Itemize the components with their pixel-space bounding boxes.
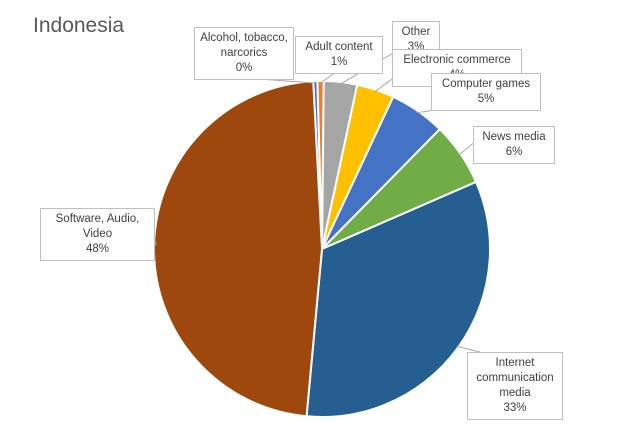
- data-label-name: narcorics: [220, 47, 268, 59]
- data-label-percent: 33%: [503, 402, 527, 414]
- data-label-name: News media: [482, 131, 546, 143]
- data-label-name: media: [499, 387, 531, 399]
- data-label-news-media: News media 6%: [473, 126, 555, 164]
- data-label-name: Internet: [495, 357, 535, 369]
- data-label-percent: 0%: [235, 62, 253, 74]
- data-label-adult-content: Adult content 1%: [295, 36, 383, 74]
- data-label-name: Alcohol, tobacco,: [200, 32, 288, 44]
- data-label-name: Electronic commerce: [403, 54, 511, 66]
- data-label-percent: 5%: [477, 93, 495, 105]
- data-label-internet-communication-media: Internet communication media 33%: [467, 352, 563, 420]
- pie-slice-internet-communication-media: [305, 180, 491, 418]
- data-label-name: Software, Audio,: [55, 213, 140, 225]
- data-label-name: Video: [82, 228, 113, 240]
- data-label-percent: 6%: [505, 146, 523, 158]
- data-label-name: communication: [476, 372, 554, 384]
- leader-line: [456, 345, 481, 353]
- data-label-software-audio-video: Software, Audio, Video 48%: [40, 208, 155, 261]
- data-label-name: Adult content: [305, 41, 373, 53]
- data-label-name: Other: [401, 26, 431, 38]
- pie-slice-software-audio-video: [153, 80, 324, 418]
- data-label-percent: 48%: [85, 243, 110, 255]
- leader-line: [154, 238, 157, 246]
- data-label-computer-games: Computer games 5%: [431, 73, 541, 111]
- data-label-alcohol-tobacco-narcorics: Alcohol, tobacco, narcorics 0%: [194, 27, 294, 80]
- data-label-percent: 1%: [330, 56, 348, 68]
- chart-title: Indonesia: [33, 14, 125, 37]
- data-label-name: Computer games: [441, 78, 531, 90]
